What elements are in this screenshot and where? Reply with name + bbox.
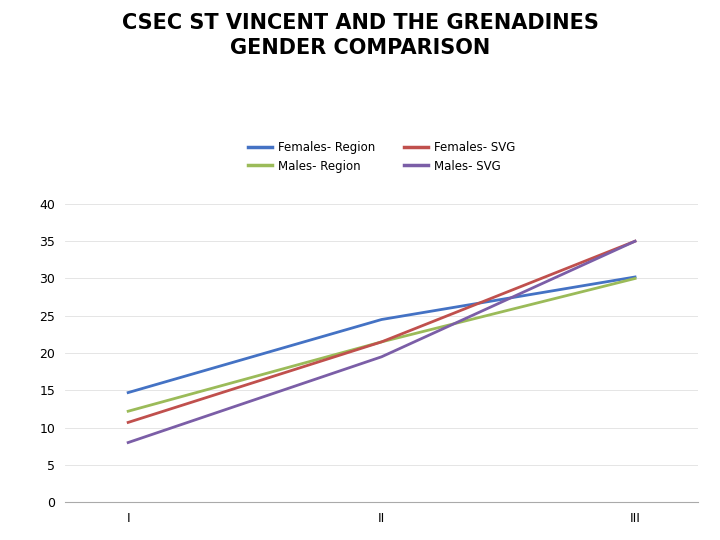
Females- SVG bbox=[377, 339, 386, 345]
Females- SVG bbox=[631, 238, 639, 245]
Legend: Females- Region, Males- Region, Females- SVG, Males- SVG: Females- Region, Males- Region, Females-… bbox=[243, 136, 520, 177]
Males- Region bbox=[124, 408, 132, 415]
Males- SVG bbox=[124, 440, 132, 446]
Line: Males- Region: Males- Region bbox=[128, 279, 635, 411]
Females- Region bbox=[124, 389, 132, 396]
Line: Females- Region: Females- Region bbox=[128, 277, 635, 393]
Line: Females- SVG: Females- SVG bbox=[128, 241, 635, 422]
Males- Region bbox=[377, 339, 386, 345]
Females- Region bbox=[631, 274, 639, 280]
Males- Region bbox=[631, 275, 639, 282]
Females- SVG bbox=[124, 419, 132, 426]
Males- SVG bbox=[377, 354, 386, 360]
Text: CSEC ST VINCENT AND THE GRENADINES
GENDER COMPARISON: CSEC ST VINCENT AND THE GRENADINES GENDE… bbox=[122, 13, 598, 57]
Line: Males- SVG: Males- SVG bbox=[128, 241, 635, 443]
Males- SVG bbox=[631, 238, 639, 245]
Females- Region bbox=[377, 316, 386, 323]
